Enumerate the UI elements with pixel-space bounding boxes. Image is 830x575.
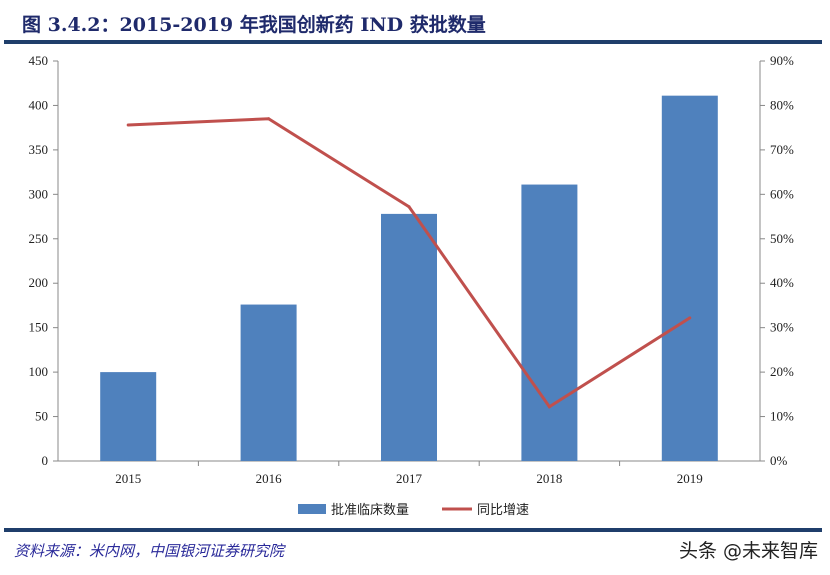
x-tick-label: 2015 (115, 471, 141, 486)
right-tick-label: 70% (770, 142, 794, 157)
bar-2015 (100, 372, 157, 461)
bottom-rule (4, 528, 822, 532)
watermark: 头条 @未来智库 (678, 540, 818, 562)
bar-2018 (521, 184, 578, 462)
top-rule (4, 40, 822, 44)
left-tick-label: 300 (29, 186, 49, 201)
bar-2017 (381, 213, 437, 461)
figure-title: 图 3.4.2：2015-2019 年我国创新药 IND 获批数量 (22, 14, 486, 36)
x-tick-label: 2019 (677, 471, 703, 486)
bar-2019 (661, 95, 718, 462)
legend-label-bar: 批准临床数量 (331, 502, 409, 517)
line-point-2018 (547, 405, 551, 409)
legend-label-line: 同比增速 (477, 502, 529, 517)
right-tick-label: 0% (770, 453, 788, 468)
chart: 0 50 100 150 200 250 300 350 400 450 0% 10% 20% 30% 40… (29, 53, 795, 517)
x-tick-label: 2017 (396, 471, 423, 486)
legend-swatch-bar (298, 504, 326, 514)
left-tick-label: 250 (29, 231, 49, 246)
left-tick-label: 50 (35, 409, 48, 424)
left-tick-label: 350 (29, 142, 49, 157)
right-tick-label: 50% (770, 231, 794, 246)
line-point-2019 (688, 316, 692, 320)
line-point-2015 (126, 123, 130, 127)
x-tick-label: 2018 (536, 471, 562, 486)
source-note: 资料来源：米内网，中国银河证券研究院 (14, 542, 285, 560)
right-tick-label: 30% (770, 320, 794, 335)
right-tick-label: 40% (770, 275, 794, 290)
left-tick-label: 450 (29, 53, 49, 68)
left-tick-label: 0 (42, 453, 49, 468)
line-point-2017 (407, 205, 411, 209)
right-tick-label: 20% (770, 364, 794, 379)
left-tick-label: 400 (29, 97, 49, 112)
right-tick-label: 80% (770, 97, 794, 112)
left-tick-label: 200 (29, 275, 49, 290)
right-tick-label: 60% (770, 186, 794, 201)
right-tick-label: 10% (770, 409, 794, 424)
x-tick-label: 2016 (256, 471, 283, 486)
line-point-2016 (267, 117, 271, 121)
right-tick-label: 90% (770, 53, 794, 68)
left-tick-label: 150 (29, 320, 49, 335)
left-tick-label: 100 (29, 364, 49, 379)
bar-2016 (240, 304, 297, 461)
